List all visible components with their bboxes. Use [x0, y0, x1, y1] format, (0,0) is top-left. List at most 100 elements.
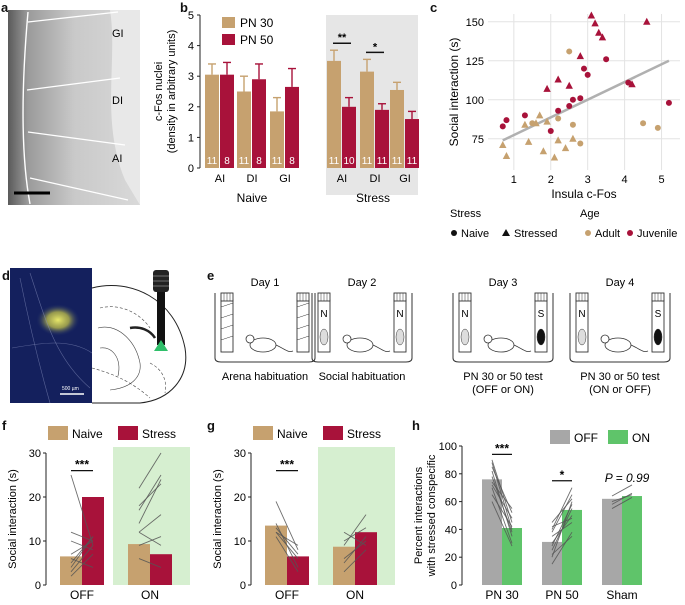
scatter-point — [547, 128, 554, 134]
day-label: Day 2 — [348, 277, 377, 289]
scatter-point — [535, 111, 544, 119]
light-cone-icon — [154, 340, 168, 351]
paired-line — [491, 470, 513, 537]
y-tick-label: 20 — [445, 552, 457, 564]
paired-line — [138, 452, 162, 489]
scatter-point — [555, 107, 562, 114]
panel-g: g 0 10 20 30 Social interaction (s) OFF ON *** N… — [205, 418, 405, 605]
paired-line — [611, 494, 633, 503]
legend-title: Stress — [450, 208, 482, 220]
paired-line — [343, 514, 367, 546]
paired-line — [70, 540, 94, 551]
y-tick-label: 75 — [472, 134, 484, 146]
scatter-point — [577, 95, 584, 102]
legend-swatch — [253, 426, 273, 440]
paired-line — [551, 531, 573, 565]
scatter-point — [598, 33, 607, 41]
scatter-point — [587, 11, 596, 19]
x-tick-label: ON — [346, 588, 364, 602]
y-tick-label: 20 — [29, 492, 41, 504]
scatter-point — [502, 151, 511, 159]
x-tick-label: AI — [337, 173, 347, 185]
paired-line — [138, 558, 162, 568]
day-label: Day 3 — [489, 277, 518, 289]
regression-line — [502, 59, 670, 142]
cage-hatch — [296, 335, 310, 341]
paired-line — [70, 545, 94, 573]
panel-d-label: d — [2, 268, 10, 283]
scatter-point — [524, 137, 533, 145]
cage-hatch — [220, 313, 234, 319]
y-tick-label: 40 — [445, 524, 457, 536]
bar — [602, 498, 622, 585]
bar — [622, 496, 642, 585]
legend-label: OFF — [574, 431, 598, 445]
y-tick-label: 30 — [29, 448, 41, 460]
bar — [60, 556, 82, 585]
paired-line — [138, 536, 162, 546]
scatter-point — [595, 28, 603, 36]
mouse-ear — [483, 334, 493, 344]
paired-line — [551, 487, 573, 530]
x-tick-label: GI — [399, 173, 411, 185]
cage-hatch — [220, 324, 234, 330]
scatter-point — [561, 144, 570, 152]
n-label: 8 — [224, 156, 230, 167]
paired-line — [551, 498, 573, 523]
x-tick-label: DI — [247, 173, 258, 185]
scatter-point — [539, 147, 548, 155]
significance-label: *** — [495, 441, 509, 455]
social-interaction-chart-g: 0 10 20 30 Social interaction (s) OFF ON *** Nai… — [212, 426, 395, 602]
arena — [452, 293, 554, 363]
y-tick-label: 20 — [234, 492, 246, 504]
panel-e: e Day 1 Arena habituation Day 2 N N Social ha… — [205, 268, 685, 413]
scatter-point — [654, 124, 661, 131]
histology-image: GI DI AI — [8, 10, 140, 205]
paired-line — [70, 553, 94, 577]
optic-fiber — [157, 290, 165, 345]
naive-mouse-icon — [577, 328, 587, 346]
legend-label: Stress — [347, 427, 381, 441]
bar — [375, 109, 389, 168]
y-tick-label: 1 — [188, 132, 194, 144]
n-label: 11 — [362, 156, 373, 167]
bar — [562, 509, 582, 585]
legend-title: Age — [580, 208, 600, 220]
x-tick-label: Sham — [606, 588, 637, 602]
x-tick-label: ON — [141, 588, 159, 602]
legend-marker — [627, 230, 633, 236]
legend-label: Naive — [277, 427, 308, 441]
mouse-ear — [342, 334, 352, 344]
y-axis-label: Social interaction (s) — [7, 469, 19, 569]
scatter-point — [554, 136, 562, 144]
scatter-point — [569, 121, 576, 128]
bar — [265, 525, 287, 585]
group-label: Stress — [356, 191, 390, 205]
caption: PN 30 or 50 test — [463, 371, 543, 383]
naive-mouse-icon — [319, 328, 329, 346]
scatter-point — [591, 19, 599, 27]
legend-marker — [502, 229, 510, 236]
bar — [342, 106, 356, 168]
fluorescence-image: 500 µm — [10, 268, 187, 404]
paired-line — [611, 497, 633, 509]
y-tick-label: 4 — [188, 41, 194, 53]
paired-line — [551, 504, 573, 547]
arena — [569, 293, 671, 363]
n-label: 8 — [289, 156, 295, 167]
cage-letter: N — [320, 309, 327, 320]
caption: Arena habituation — [222, 371, 308, 383]
paired-line — [70, 536, 94, 568]
significance-label: * — [373, 41, 378, 53]
arena — [214, 293, 316, 363]
scatter-point — [550, 153, 559, 161]
legend-swatch — [222, 34, 235, 45]
panel-f-label: f — [2, 418, 7, 433]
bar — [285, 86, 299, 168]
panel-h: h 0 20 40 60 80 100 Percent interactionswith s… — [410, 418, 685, 605]
paired-line — [70, 474, 94, 546]
cage-letter: S — [655, 309, 662, 320]
scatter-point — [577, 140, 584, 147]
bar — [205, 74, 219, 168]
